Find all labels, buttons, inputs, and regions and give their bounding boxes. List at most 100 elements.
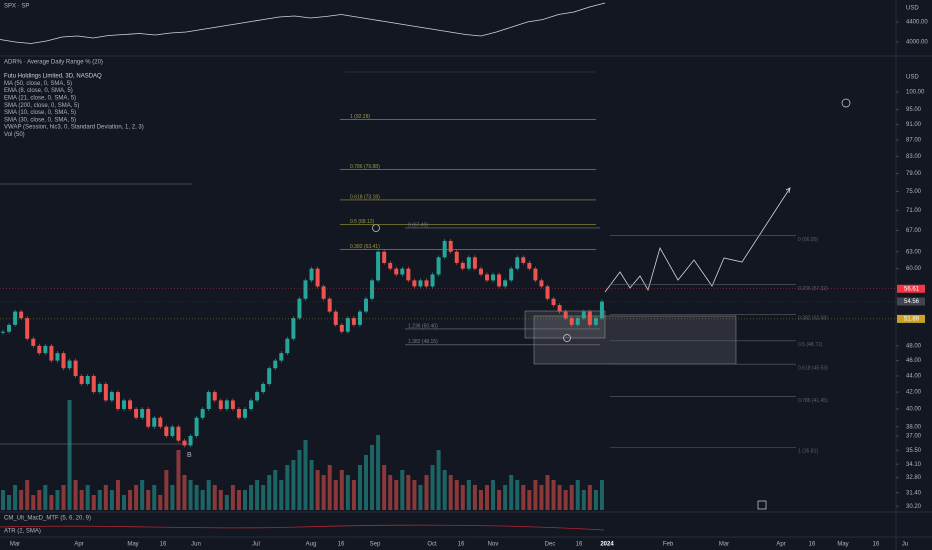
volume-bar (164, 470, 169, 510)
currency: USD (906, 6, 919, 12)
x-tick-label: 16 (809, 542, 816, 548)
candle (261, 383, 266, 393)
candle (357, 311, 362, 325)
volume-bar (73, 480, 78, 510)
candle (509, 268, 514, 281)
volume-bar (158, 495, 163, 510)
volume-bar (49, 495, 54, 510)
legend-entry: Futu Holdings Limited, 3D, NASDAQ (4, 74, 102, 80)
volume-bar (575, 480, 580, 510)
price-tag (897, 297, 925, 306)
volume-bar (255, 480, 260, 510)
y-tick-label: 34.10 (906, 462, 922, 468)
candle (49, 345, 54, 361)
x-tick-label: Oct (427, 542, 437, 548)
candle (485, 274, 489, 281)
volume-bar (218, 490, 223, 510)
x-tick-label: Mar (10, 542, 20, 548)
candle (581, 311, 586, 319)
volume-bar (412, 480, 417, 510)
volume-bar (599, 480, 604, 510)
fib-label: 1.382 (48.15) (408, 339, 438, 345)
candle (103, 383, 108, 401)
y-tick-label: 42.00 (906, 390, 922, 396)
candle (61, 353, 66, 369)
fib-label: 0 (66.00) (798, 237, 818, 243)
volume-bar (182, 475, 187, 510)
candle (406, 268, 411, 281)
y-tick-label: 4400.00 (906, 20, 928, 26)
legend-entry: VWAP (Session, hlc3, 0, Standard Deviati… (4, 125, 144, 131)
volume-bar (448, 475, 453, 510)
y-tick-label: 87.00 (906, 138, 922, 144)
volume-bar (291, 460, 296, 510)
candle (212, 392, 217, 401)
volume-bar (212, 485, 217, 510)
volume-bar (1, 490, 5, 510)
volume-bar (194, 485, 199, 510)
x-tick-label: Jul (252, 542, 260, 548)
volume-bar (345, 475, 350, 510)
candle (497, 274, 502, 287)
price-tag (897, 284, 925, 293)
volume-bar (357, 465, 362, 510)
fib-label: 0.786 (41.45) (798, 398, 828, 404)
y-tick-label: 91.00 (906, 122, 922, 128)
volume-bar (206, 480, 211, 510)
candle (73, 360, 78, 376)
y-tick-label: 83.00 (906, 154, 922, 160)
y-tick-label: 35.50 (906, 448, 922, 454)
volume-bar (25, 480, 30, 510)
y-tick-label: 60.00 (906, 266, 922, 272)
candle (593, 318, 598, 325)
y-tick-label: 4000.00 (906, 40, 928, 46)
legend-entry: EMA (8, close, 0, SMA, 5) (4, 88, 73, 94)
volume-bar (351, 480, 356, 510)
candle (327, 298, 332, 312)
candle (291, 318, 296, 339)
volume-bar (224, 495, 229, 510)
candle (267, 368, 272, 384)
volume-bar (109, 490, 114, 510)
candle (218, 400, 223, 409)
candle (442, 240, 447, 258)
y-tick-label: 32.80 (906, 475, 922, 481)
candle (333, 311, 338, 325)
legend-entry: Vol (50) (4, 132, 25, 138)
volume-bar (509, 475, 514, 510)
fib-label: 0.618 (45.53) (798, 365, 828, 371)
annotation: B (187, 452, 192, 459)
volume-bar (466, 480, 471, 510)
fib-label: 0.382 (63.41) (350, 244, 380, 250)
x-tick-label: Mar (719, 542, 729, 548)
volume-bar (91, 495, 96, 510)
x-tick-label: 16 (576, 542, 583, 548)
volume-bar (376, 435, 381, 510)
icon[interactable] (757, 500, 767, 510)
candle (285, 338, 290, 354)
zone-box (533, 315, 737, 365)
volume-bar (569, 485, 574, 510)
volume-bar (485, 485, 489, 510)
candle (460, 262, 465, 269)
candle (478, 268, 483, 275)
icon[interactable] (841, 98, 851, 108)
volume-bar (19, 490, 24, 510)
volume-bar (551, 480, 556, 510)
candle (345, 318, 350, 332)
candle (376, 251, 381, 281)
volume-bar (230, 485, 235, 510)
volume-bar (176, 450, 181, 510)
candle (188, 435, 193, 446)
fib-label: 1.236 (50.40) (408, 323, 438, 329)
candle (224, 400, 229, 409)
volume-bar (103, 485, 108, 510)
fib-label: 0 (67.49) (408, 222, 428, 228)
volume-bar (309, 460, 314, 510)
price-tag (897, 314, 925, 323)
candle (394, 268, 399, 275)
candle (85, 375, 90, 384)
candle (152, 417, 157, 427)
volume-bar (303, 440, 308, 510)
